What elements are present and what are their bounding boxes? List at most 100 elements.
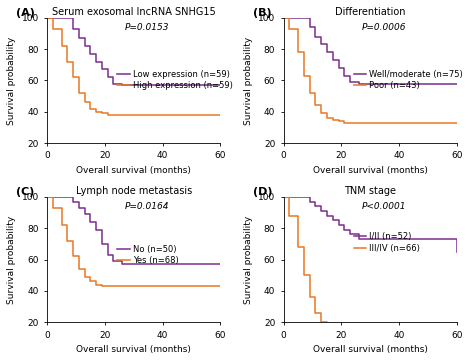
III/IV (n=66) bbox=[330, 329, 336, 334]
High expression (n=59) bbox=[113, 113, 119, 117]
Well/moderate (n=75) bbox=[347, 74, 353, 78]
No (n=50) bbox=[110, 253, 116, 257]
Low expression (n=59) bbox=[119, 81, 125, 86]
Low expression (n=59) bbox=[218, 83, 223, 87]
No (n=50) bbox=[99, 242, 105, 246]
No (n=50) bbox=[64, 195, 70, 199]
High expression (n=59) bbox=[105, 113, 110, 117]
Poor (n=43) bbox=[454, 121, 460, 125]
High expression (n=59) bbox=[218, 113, 223, 117]
I/II (n=52) bbox=[356, 232, 362, 236]
III/IV (n=66) bbox=[319, 320, 324, 324]
Low expression (n=59) bbox=[218, 83, 223, 87]
Y-axis label: Survival probability: Survival probability bbox=[7, 216, 16, 304]
III/IV (n=66) bbox=[454, 334, 460, 338]
III/IV (n=66) bbox=[341, 334, 347, 338]
No (n=50) bbox=[99, 227, 105, 232]
Legend: Well/moderate (n=75), Poor (n=43): Well/moderate (n=75), Poor (n=43) bbox=[354, 70, 463, 90]
Well/moderate (n=75) bbox=[319, 42, 324, 47]
Yes (n=68) bbox=[113, 284, 119, 288]
High expression (n=59) bbox=[64, 60, 70, 64]
Line: Well/moderate (n=75): Well/moderate (n=75) bbox=[283, 18, 457, 83]
Poor (n=43) bbox=[281, 16, 286, 20]
Yes (n=68) bbox=[99, 282, 105, 287]
Well/moderate (n=75) bbox=[356, 81, 362, 86]
III/IV (n=66) bbox=[281, 195, 286, 199]
Yes (n=68) bbox=[76, 267, 82, 271]
High expression (n=59) bbox=[44, 16, 50, 20]
Low expression (n=59) bbox=[76, 26, 82, 31]
Yes (n=68) bbox=[105, 284, 110, 288]
Well/moderate (n=75) bbox=[341, 74, 347, 78]
I/II (n=52) bbox=[324, 209, 330, 213]
Yes (n=68) bbox=[218, 284, 223, 288]
Legend: No (n=50), Yes (n=68): No (n=50), Yes (n=68) bbox=[117, 245, 179, 265]
X-axis label: Overall survival (months): Overall survival (months) bbox=[313, 345, 428, 354]
III/IV (n=66) bbox=[301, 273, 307, 277]
Text: (B): (B) bbox=[253, 8, 271, 18]
Yes (n=68) bbox=[82, 275, 87, 279]
No (n=50) bbox=[82, 206, 87, 210]
I/II (n=52) bbox=[341, 223, 347, 227]
III/IV (n=66) bbox=[295, 213, 301, 218]
Poor (n=43) bbox=[295, 50, 301, 55]
No (n=50) bbox=[70, 195, 76, 199]
Yes (n=68) bbox=[44, 195, 50, 199]
Legend: Low expression (n=59), High expression (n=59): Low expression (n=59), High expression (… bbox=[117, 70, 233, 90]
I/II (n=52) bbox=[307, 199, 312, 204]
Yes (n=68) bbox=[50, 206, 56, 210]
Poor (n=43) bbox=[324, 111, 330, 116]
Y-axis label: Survival probability: Survival probability bbox=[244, 36, 253, 125]
High expression (n=59) bbox=[93, 109, 99, 114]
X-axis label: Overall survival (months): Overall survival (months) bbox=[76, 345, 191, 354]
High expression (n=59) bbox=[50, 16, 56, 20]
III/IV (n=66) bbox=[336, 332, 341, 337]
I/II (n=52) bbox=[319, 209, 324, 213]
Line: III/IV (n=66): III/IV (n=66) bbox=[283, 197, 457, 336]
No (n=50) bbox=[110, 259, 116, 263]
I/II (n=52) bbox=[307, 195, 312, 199]
Yes (n=68) bbox=[76, 254, 82, 258]
No (n=50) bbox=[218, 262, 223, 266]
III/IV (n=66) bbox=[341, 332, 347, 337]
I/II (n=52) bbox=[454, 249, 460, 254]
Well/moderate (n=75) bbox=[324, 42, 330, 47]
High expression (n=59) bbox=[99, 109, 105, 114]
III/IV (n=66) bbox=[350, 334, 356, 338]
Yes (n=68) bbox=[88, 279, 93, 284]
Well/moderate (n=75) bbox=[336, 58, 341, 62]
Yes (n=68) bbox=[113, 284, 119, 288]
Well/moderate (n=75) bbox=[324, 50, 330, 55]
Poor (n=43) bbox=[301, 50, 307, 55]
III/IV (n=66) bbox=[307, 273, 312, 277]
Low expression (n=59) bbox=[99, 60, 105, 64]
Poor (n=43) bbox=[341, 119, 347, 123]
High expression (n=59) bbox=[93, 106, 99, 111]
High expression (n=59) bbox=[59, 44, 64, 48]
Low expression (n=59) bbox=[64, 16, 70, 20]
Text: (D): (D) bbox=[253, 187, 272, 197]
Well/moderate (n=75) bbox=[281, 16, 286, 20]
I/II (n=52) bbox=[319, 204, 324, 208]
Low expression (n=59) bbox=[82, 36, 87, 40]
Low expression (n=59) bbox=[82, 44, 87, 48]
High expression (n=59) bbox=[70, 75, 76, 79]
Poor (n=43) bbox=[330, 117, 336, 122]
Yes (n=68) bbox=[88, 275, 93, 279]
Yes (n=68) bbox=[70, 239, 76, 243]
Yes (n=68) bbox=[50, 195, 56, 199]
High expression (n=59) bbox=[64, 44, 70, 48]
High expression (n=59) bbox=[50, 26, 56, 31]
I/II (n=52) bbox=[312, 199, 318, 204]
III/IV (n=66) bbox=[336, 329, 341, 334]
No (n=50) bbox=[93, 220, 99, 224]
Text: P=0.0153: P=0.0153 bbox=[125, 23, 170, 32]
High expression (n=59) bbox=[88, 106, 93, 111]
III/IV (n=66) bbox=[324, 326, 330, 331]
Poor (n=43) bbox=[350, 121, 356, 125]
I/II (n=52) bbox=[312, 204, 318, 208]
Title: Serum exosomal lncRNA SNHG15: Serum exosomal lncRNA SNHG15 bbox=[52, 7, 216, 17]
Low expression (n=59) bbox=[88, 44, 93, 48]
Low expression (n=59) bbox=[110, 75, 116, 79]
Poor (n=43) bbox=[350, 121, 356, 125]
